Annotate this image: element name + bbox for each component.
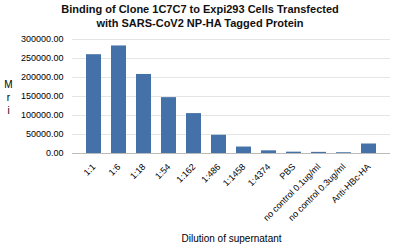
svg-text:no control 0.1ug/ml: no control 0.1ug/ml: [261, 161, 323, 223]
svg-text:1:162: 1:162: [174, 161, 197, 184]
svg-text:1:54: 1:54: [153, 161, 172, 180]
svg-text:1:18: 1:18: [128, 161, 147, 180]
svg-text:300000.00: 300000.00: [21, 34, 64, 44]
svg-text:PBS: PBS: [278, 161, 298, 181]
svg-text:200000.00: 200000.00: [21, 72, 64, 82]
svg-text:100000.00: 100000.00: [21, 110, 64, 120]
svg-text:1:1458: 1:1458: [221, 161, 248, 188]
html-text:Binding of Clone 1C7C7 to Expi: Binding of Clone 1C7C7 to Expi293 Cells …: [61, 3, 339, 30]
svg-text:1:1: 1:1: [82, 161, 98, 177]
svg-text:Dilution of supernatant: Dilution of supernatant: [181, 232, 281, 243]
svg-text:1:6: 1:6: [107, 161, 123, 177]
svg-text:Anti-HBc-HA: Anti-HBc-HA: [329, 161, 372, 204]
svg-text:150000.00: 150000.00: [21, 91, 64, 101]
svg-text:no control 0.3ug/ml: no control 0.3ug/ml: [286, 161, 348, 223]
svg-text:250000.00: 250000.00: [21, 53, 64, 63]
svg-text:50000.00: 50000.00: [26, 129, 64, 139]
svg-text:0.00: 0.00: [46, 148, 64, 158]
svg-text:Mri: Mri: [4, 78, 12, 115]
svg-text:1:486: 1:486: [199, 161, 222, 184]
svg-text:1:4374: 1:4374: [246, 161, 273, 188]
